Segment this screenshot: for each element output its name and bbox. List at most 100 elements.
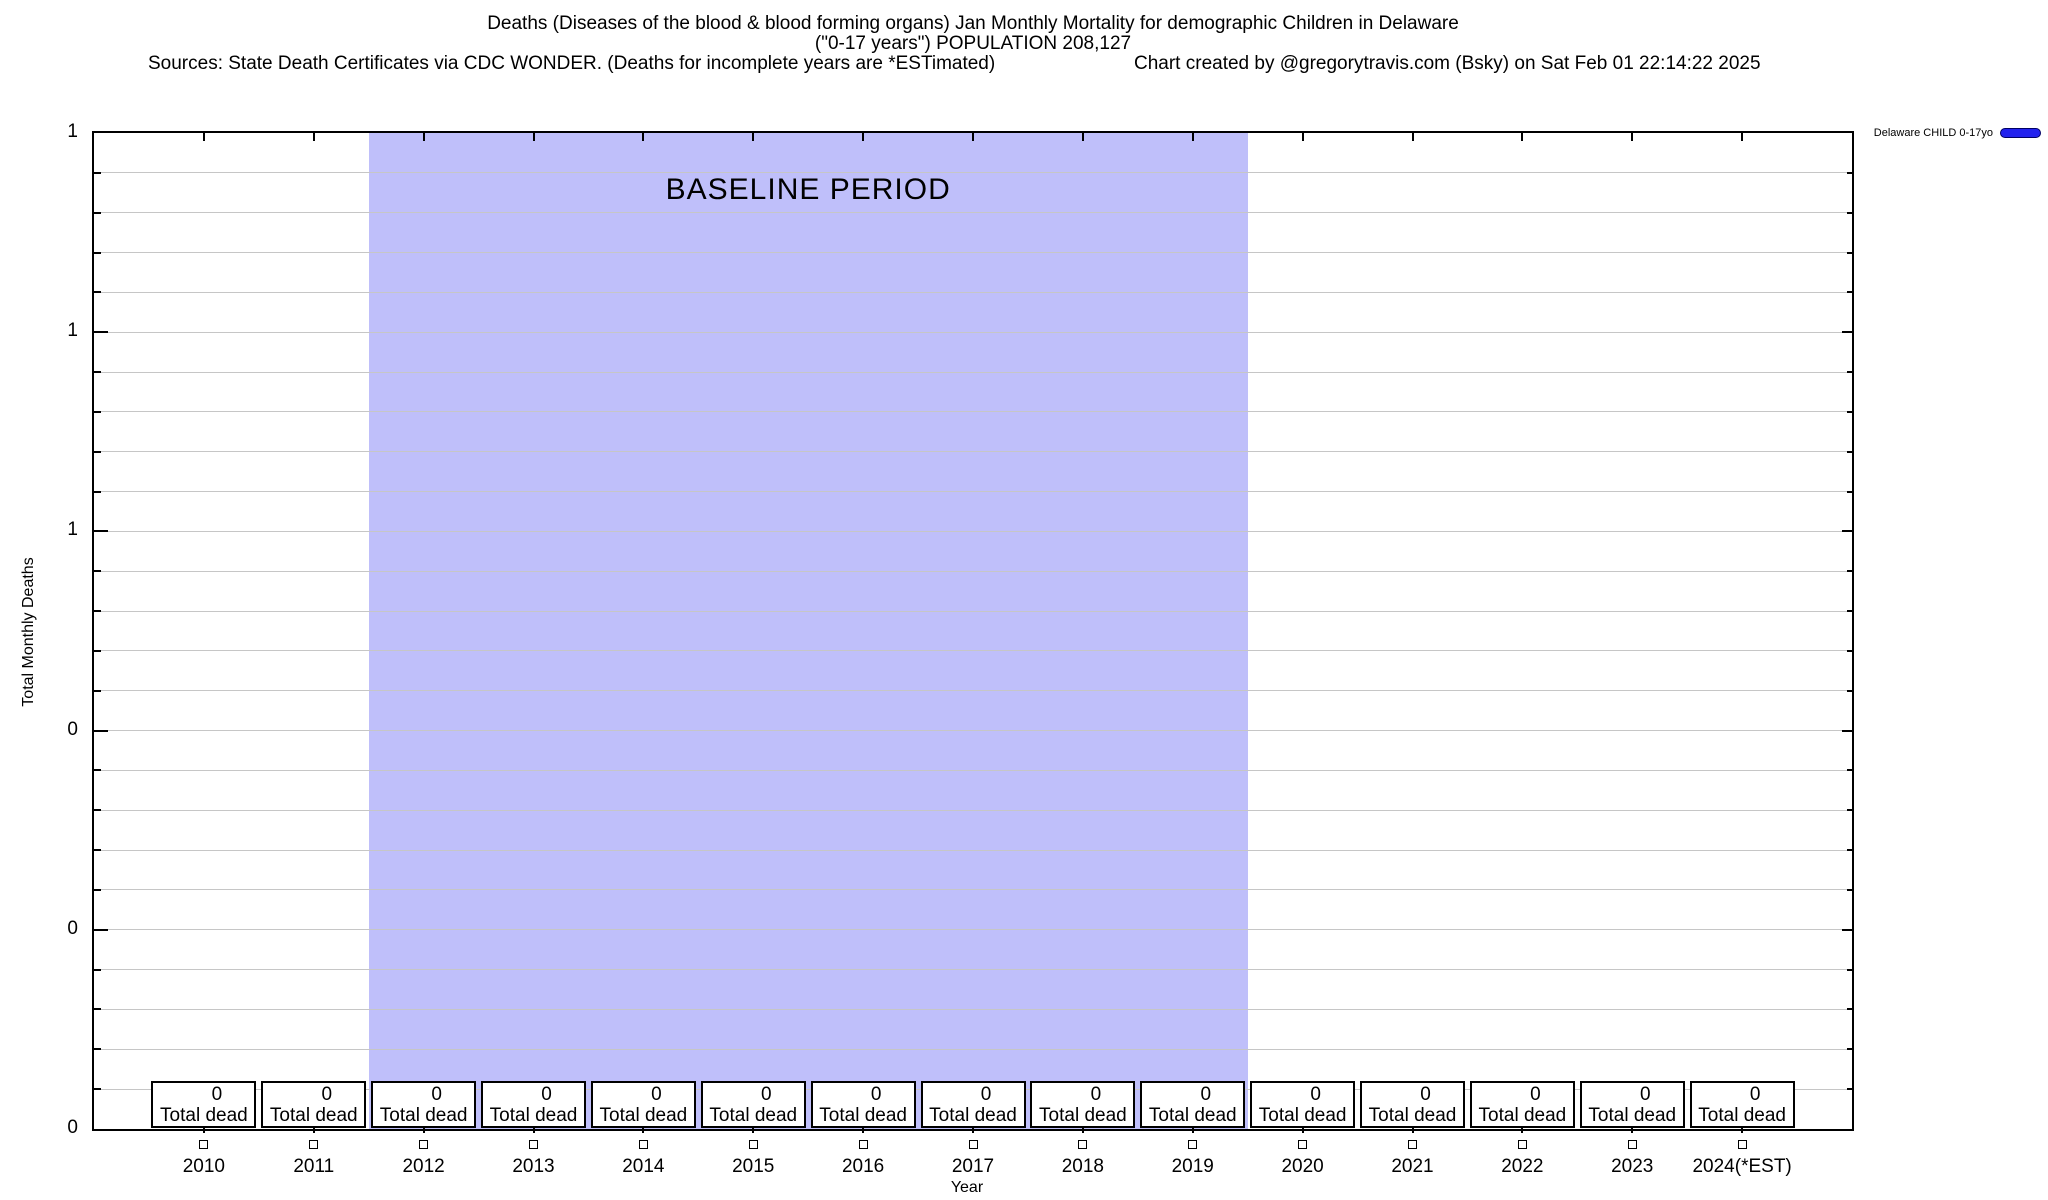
data-point-marker bbox=[309, 1140, 319, 1149]
label-stem bbox=[1301, 1126, 1304, 1133]
death-count-value: 0 bbox=[1749, 1083, 1761, 1105]
y-gridline bbox=[94, 1008, 1852, 1010]
data-point-marker bbox=[529, 1140, 538, 1149]
y-tick-left bbox=[94, 729, 108, 732]
death-count-caption: Total dead bbox=[1368, 1104, 1457, 1126]
y-tick-left bbox=[94, 410, 101, 413]
x-tick-top bbox=[1191, 133, 1194, 141]
y-tick-left bbox=[94, 291, 101, 294]
total-dead-box: 0 Total dead bbox=[1140, 1081, 1246, 1128]
y-tick-right bbox=[1847, 1088, 1852, 1091]
y-tick-left bbox=[94, 689, 101, 692]
death-count-caption: Total dead bbox=[1588, 1104, 1677, 1126]
y-tick-label: 0 bbox=[67, 718, 78, 740]
x-tick-label: 2017 bbox=[951, 1156, 995, 1177]
death-count-value: 0 bbox=[1420, 1083, 1431, 1105]
data-point-marker bbox=[638, 1140, 648, 1149]
death-count-caption: Total dead bbox=[1148, 1104, 1237, 1126]
data-point-marker bbox=[1737, 1140, 1747, 1149]
y-tick-right bbox=[1842, 331, 1852, 334]
y-gridline bbox=[94, 969, 1852, 971]
y-tick-left bbox=[94, 490, 101, 493]
death-count-value: 0 bbox=[1200, 1083, 1212, 1105]
death-count-caption: Total dead bbox=[160, 1104, 248, 1126]
y-gridline bbox=[94, 212, 1852, 214]
y-tick-right bbox=[1847, 849, 1852, 852]
y-tick-left bbox=[94, 809, 101, 812]
x-tick-top bbox=[422, 133, 425, 141]
x-tick-label: 2020 bbox=[1281, 1156, 1324, 1177]
y-tick-right bbox=[1847, 888, 1852, 891]
y-tick-right bbox=[1847, 1048, 1852, 1051]
x-axis-title: Year bbox=[950, 1179, 984, 1196]
y-gridline bbox=[94, 491, 1852, 493]
plot-area: BASELINE PERIOD bbox=[92, 131, 1854, 1131]
death-count-caption: Total dead bbox=[1258, 1104, 1347, 1126]
y-gridline bbox=[94, 849, 1852, 851]
label-stem bbox=[972, 1126, 974, 1133]
x-tick-top bbox=[532, 133, 535, 141]
death-count-value: 0 bbox=[1090, 1083, 1102, 1105]
death-count-caption: Total dead bbox=[1478, 1104, 1567, 1126]
y-gridline bbox=[94, 730, 1852, 732]
x-tick-top bbox=[1081, 133, 1084, 141]
death-count-value: 0 bbox=[211, 1083, 223, 1105]
x-tick-top bbox=[1411, 133, 1414, 141]
y-tick-left bbox=[94, 450, 101, 453]
total-dead-box: 0 Total dead bbox=[1360, 1081, 1465, 1128]
y-gridline bbox=[94, 1048, 1852, 1050]
y-gridline bbox=[94, 570, 1852, 572]
data-point-marker bbox=[419, 1140, 429, 1149]
x-tick-label: 2024(*EST) bbox=[1692, 1156, 1792, 1177]
total-dead-box: 0 Total dead bbox=[481, 1081, 586, 1128]
x-tick-top bbox=[1521, 133, 1524, 141]
y-tick-left bbox=[94, 211, 101, 214]
y-gridline bbox=[94, 291, 1852, 293]
y-tick-left bbox=[94, 968, 101, 971]
death-count-value: 0 bbox=[980, 1083, 992, 1105]
death-count-caption: Total dead bbox=[1039, 1104, 1127, 1126]
death-count-value: 0 bbox=[760, 1083, 772, 1105]
x-tick-label: 2010 bbox=[182, 1156, 226, 1177]
y-tick-left bbox=[94, 928, 108, 931]
y-tick-left bbox=[94, 1008, 101, 1011]
total-dead-box: 0 Total dead bbox=[590, 1081, 696, 1128]
total-dead-box: 0 Total dead bbox=[261, 1081, 367, 1128]
credit-note: Chart created by @gregorytravis.com (Bsk… bbox=[1134, 53, 1761, 74]
x-tick-label: 2011 bbox=[293, 1156, 335, 1177]
y-axis-title: Total Monthly Deaths bbox=[20, 557, 37, 707]
y-gridline bbox=[94, 530, 1852, 532]
y-tick-right bbox=[1847, 410, 1852, 413]
y-tick-left bbox=[94, 570, 101, 573]
x-tick-top bbox=[1741, 133, 1744, 141]
data-point-marker bbox=[748, 1140, 758, 1149]
death-count-caption: Total dead bbox=[379, 1104, 468, 1126]
y-tick-left bbox=[94, 171, 101, 174]
label-stem bbox=[532, 1126, 535, 1133]
y-gridline bbox=[94, 769, 1852, 771]
data-point-marker bbox=[1408, 1140, 1417, 1149]
y-tick-right bbox=[1847, 809, 1852, 812]
total-dead-box: 0 Total dead bbox=[1250, 1081, 1356, 1128]
y-tick-right bbox=[1847, 649, 1852, 652]
total-dead-box: 0 Total dead bbox=[920, 1081, 1026, 1128]
y-tick-left bbox=[94, 530, 108, 533]
baseline-label: BASELINE PERIOD bbox=[665, 173, 951, 206]
death-count-caption: Total dead bbox=[489, 1104, 578, 1126]
data-point-marker bbox=[1298, 1140, 1308, 1149]
death-count-value: 0 bbox=[870, 1083, 882, 1105]
total-dead-box: 0 Total dead bbox=[371, 1081, 477, 1128]
data-point-marker bbox=[1078, 1140, 1088, 1149]
x-tick-top bbox=[312, 133, 315, 141]
y-tick-label: 1 bbox=[67, 519, 78, 541]
y-tick-right bbox=[1847, 291, 1852, 294]
x-tick-top bbox=[752, 133, 755, 141]
data-point-marker bbox=[858, 1140, 868, 1149]
label-stem bbox=[642, 1126, 645, 1133]
y-gridline bbox=[94, 172, 1852, 174]
death-count-value: 0 bbox=[541, 1083, 552, 1105]
death-count-caption: Total dead bbox=[269, 1104, 358, 1126]
label-stem bbox=[1741, 1126, 1744, 1133]
death-count-caption: Total dead bbox=[1698, 1104, 1786, 1126]
x-tick-label: 2018 bbox=[1061, 1156, 1105, 1177]
